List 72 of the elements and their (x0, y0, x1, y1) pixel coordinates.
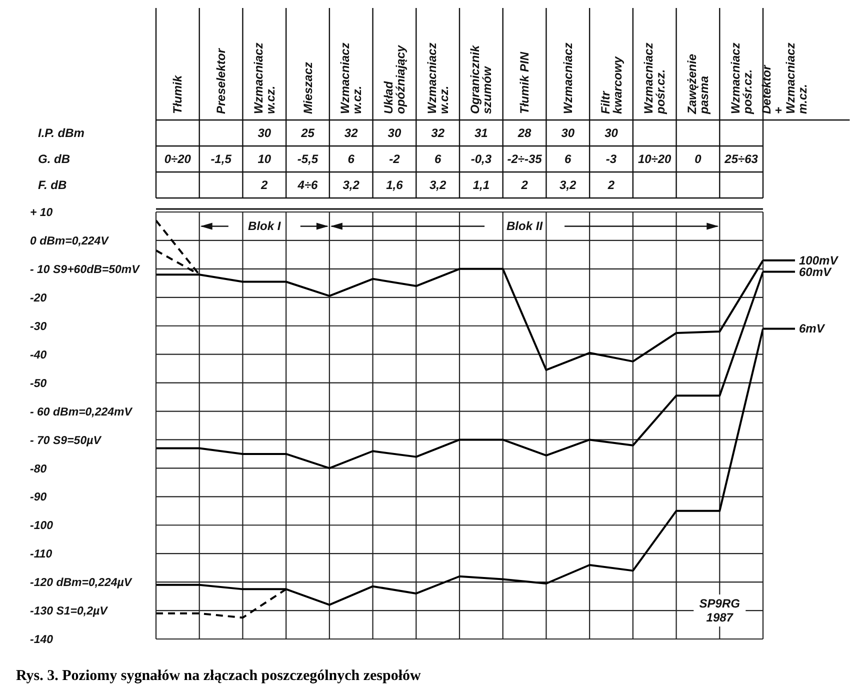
text: 0 (694, 152, 702, 166)
text: 30 (258, 126, 272, 140)
y-tick-label: -120 dBm=0,224µV (30, 577, 133, 590)
y-tick-label: 0 dBm=0,224V (30, 236, 110, 248)
text: 28 (516, 126, 532, 140)
y-tick-label: - 10 S9+60dB=50mV (30, 264, 141, 276)
y-tick-label: -140 (30, 634, 54, 646)
legend-label: 60mV (799, 264, 832, 279)
text: 31 (474, 126, 488, 140)
text: Mieszacz (300, 62, 315, 114)
y-tick-label: -50 (30, 378, 48, 390)
y-tick-label: -130 S1=0,2µV (30, 606, 109, 618)
text: Tłumik (170, 74, 185, 114)
y-tick-label: -110 (30, 548, 53, 561)
annotation: SP9RG 1987 (699, 596, 740, 625)
text: -2÷-35 (507, 152, 542, 166)
text: Wzmacniacz w.cz. (338, 42, 364, 114)
y-tick-label: -90 (30, 492, 48, 504)
y-tick-label: -40 (30, 349, 48, 362)
text: 6 (348, 152, 355, 166)
text: G. dB (38, 152, 70, 166)
text: 10÷20 (638, 152, 672, 166)
text: 1,1 (472, 178, 490, 192)
text: Wzmacniacz w.cz. (251, 42, 278, 114)
text: -1,5 (210, 152, 232, 166)
text: Wzmacniacz pośr.cz. (642, 42, 668, 115)
text: 32 (431, 126, 445, 140)
text: 1,6 (386, 178, 404, 192)
text: I.P. dBm (38, 126, 85, 140)
text: 3,2 (560, 178, 577, 192)
text: -2 (389, 152, 400, 166)
text: 3,2 (342, 178, 360, 192)
text: 30 (604, 126, 618, 140)
annotation: Blok II (506, 219, 544, 234)
y-tick-label: - 70 S9=50µV (30, 434, 102, 447)
text: 2 (260, 178, 268, 192)
text: -3 (606, 152, 617, 166)
text: -0,3 (470, 152, 492, 166)
legend-label: 100mV (799, 253, 839, 268)
y-tick-label: + 10 (30, 207, 54, 220)
y-tick-label: -80 (30, 463, 48, 476)
text: Wzmacniacz w.cz. (424, 42, 451, 114)
text: Preselektor (214, 47, 228, 114)
text: 0÷20 (164, 152, 192, 166)
text: 10 (258, 152, 272, 166)
text: Układ opóźniający (381, 44, 408, 114)
text: Wzmacniacz pośr.cz. (728, 42, 754, 115)
text: Zawężenie pasma (684, 54, 711, 115)
text: Filtr kwarcowy (598, 55, 624, 114)
text: 4÷6 (296, 178, 318, 192)
text: 3,2 (429, 178, 446, 192)
text: 2 (606, 178, 615, 192)
text: F. dB (38, 178, 67, 192)
y-tick-label: -30 (30, 320, 48, 333)
text: -5,5 (297, 152, 318, 166)
y-tick-label: -100 (30, 520, 54, 532)
text: 30 (388, 126, 402, 140)
text-box: SP9RG 1987 (694, 594, 746, 627)
y-tick-label: -20 (30, 292, 48, 304)
y-tick-label: - 60 dBm=0,224mV (30, 406, 134, 418)
text: 6 (434, 152, 442, 166)
text: 25÷63 (724, 152, 758, 166)
text: 30 (561, 126, 575, 140)
annotation: Blok I (248, 219, 282, 234)
text: 2 (520, 178, 528, 192)
legend-label: 6mV (799, 322, 826, 336)
text: Wzmacniacz (560, 42, 575, 114)
text: 32 (344, 126, 358, 140)
text: Tłumik PIN (518, 52, 532, 114)
text: 6 (564, 152, 572, 166)
text: Rys. 3. Poziomy sygnałów na złączach poszczególnych zespołów (16, 668, 422, 684)
text: 25 (300, 126, 315, 140)
